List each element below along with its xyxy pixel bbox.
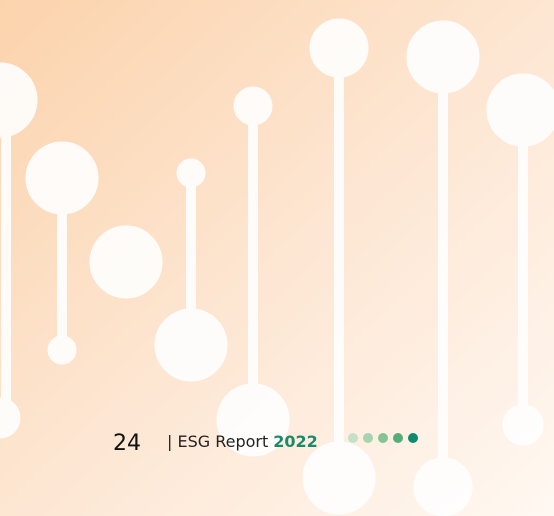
report-name: | ESG Report	[167, 432, 268, 451]
progress-dots	[348, 433, 418, 443]
dot	[363, 433, 373, 443]
report-label: | ESG Report 2022	[167, 432, 318, 451]
page-number: 24	[113, 431, 141, 456]
dot	[378, 433, 388, 443]
dot	[393, 433, 403, 443]
dot	[408, 433, 418, 443]
decorative-pins	[0, 18, 554, 516]
report-year: 2022	[273, 432, 318, 451]
dot	[348, 433, 358, 443]
